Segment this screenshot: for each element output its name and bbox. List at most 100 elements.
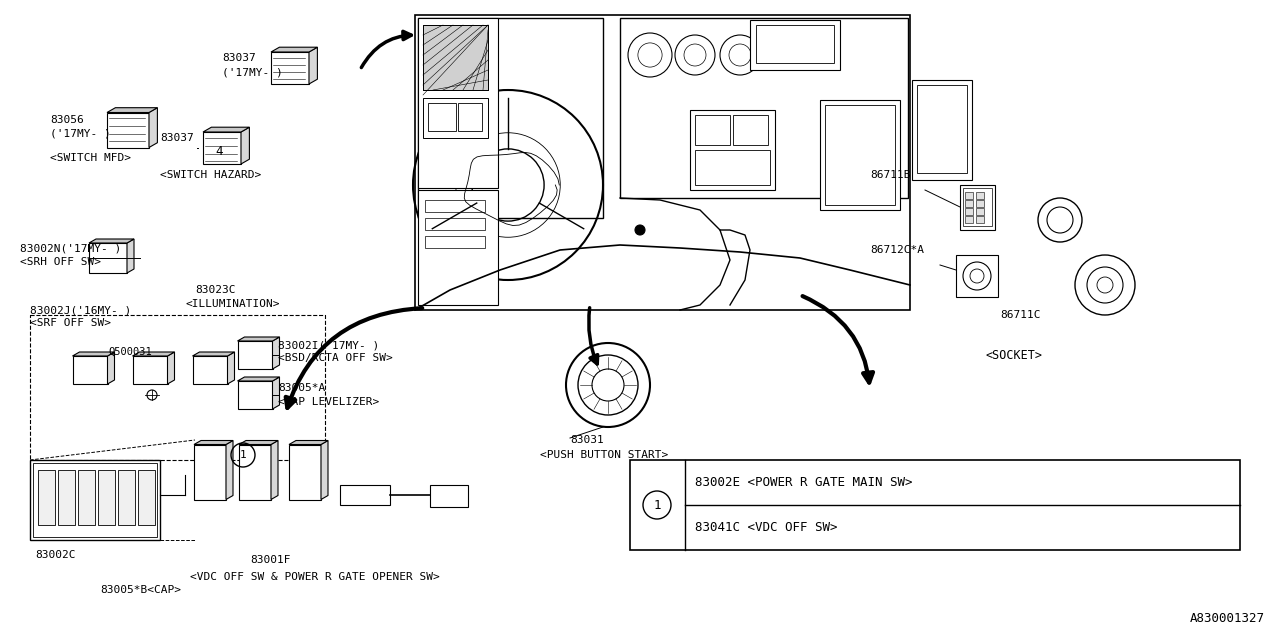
Polygon shape <box>227 440 233 499</box>
Bar <box>826 105 895 205</box>
Bar <box>977 208 984 215</box>
Text: <SOCKET>: <SOCKET> <box>986 349 1042 362</box>
Bar <box>425 236 485 248</box>
Bar <box>695 150 771 185</box>
Polygon shape <box>239 440 278 445</box>
Bar <box>430 485 468 507</box>
Polygon shape <box>308 47 317 84</box>
Text: <VDC OFF SW & POWER R GATE OPENER SW>: <VDC OFF SW & POWER R GATE OPENER SW> <box>189 572 440 582</box>
Bar <box>238 341 273 369</box>
Polygon shape <box>241 127 250 164</box>
Polygon shape <box>127 239 134 273</box>
Polygon shape <box>204 127 250 132</box>
Bar <box>204 132 241 164</box>
Bar <box>425 218 485 230</box>
Bar <box>33 463 157 537</box>
Bar <box>422 25 488 90</box>
Bar <box>195 445 227 499</box>
Bar <box>977 192 984 199</box>
Circle shape <box>635 225 645 235</box>
Bar <box>192 356 228 384</box>
Bar <box>90 243 127 273</box>
Text: 83005*B<CAP>: 83005*B<CAP> <box>100 585 180 595</box>
Polygon shape <box>73 352 114 356</box>
Text: 1: 1 <box>653 499 660 511</box>
Bar <box>960 185 995 230</box>
Text: Q500031: Q500031 <box>108 347 152 357</box>
Bar <box>630 460 1240 550</box>
Text: <SRF OFF SW>: <SRF OFF SW> <box>29 318 111 328</box>
Text: 83056: 83056 <box>50 115 83 125</box>
Bar <box>419 190 498 305</box>
Text: 83002C: 83002C <box>35 550 76 560</box>
Text: 83041C <VDC OFF SW>: 83041C <VDC OFF SW> <box>695 521 837 534</box>
Polygon shape <box>273 337 279 369</box>
Text: <SWITCH HAZARD>: <SWITCH HAZARD> <box>160 170 261 180</box>
Text: 83002I('17MY- ): 83002I('17MY- ) <box>278 340 379 350</box>
Bar <box>690 110 774 190</box>
Text: <PUSH BUTTON START>: <PUSH BUTTON START> <box>540 450 668 460</box>
Bar <box>422 25 488 90</box>
Text: <BSD/RCTA OFF SW>: <BSD/RCTA OFF SW> <box>278 353 393 363</box>
Bar <box>425 200 485 212</box>
Polygon shape <box>168 352 174 384</box>
Polygon shape <box>238 337 279 341</box>
Bar <box>911 80 972 180</box>
Bar <box>820 100 900 210</box>
Bar <box>289 445 321 499</box>
Bar <box>428 103 456 131</box>
Bar <box>29 460 160 540</box>
Text: <ILLUMINATION>: <ILLUMINATION> <box>186 299 279 309</box>
Bar <box>916 85 966 173</box>
Bar <box>977 200 984 207</box>
Polygon shape <box>108 108 157 113</box>
Polygon shape <box>228 352 234 384</box>
Bar <box>965 216 973 223</box>
Bar <box>695 115 730 145</box>
Polygon shape <box>289 440 328 445</box>
Text: 83005*A: 83005*A <box>278 383 325 393</box>
Text: 83002E <POWER R GATE MAIN SW>: 83002E <POWER R GATE MAIN SW> <box>695 476 913 489</box>
Bar <box>458 103 483 131</box>
Bar <box>29 315 325 460</box>
Bar <box>750 20 840 70</box>
Polygon shape <box>195 440 233 445</box>
Bar <box>956 255 998 297</box>
Polygon shape <box>238 377 279 381</box>
Bar <box>965 208 973 215</box>
Bar <box>108 113 148 147</box>
Text: <SWITCH MFD>: <SWITCH MFD> <box>50 153 131 163</box>
Bar <box>415 15 910 310</box>
Bar <box>977 216 984 223</box>
Text: <SRH OFF SW>: <SRH OFF SW> <box>20 257 101 267</box>
Bar <box>78 470 95 525</box>
Text: 83031: 83031 <box>570 435 604 445</box>
Polygon shape <box>271 47 317 52</box>
Polygon shape <box>321 440 328 499</box>
Text: 83002J('16MY- ): 83002J('16MY- ) <box>29 305 132 315</box>
Bar <box>620 18 908 198</box>
Text: 86711B: 86711B <box>870 170 910 180</box>
Text: 86711C: 86711C <box>1000 310 1041 320</box>
Bar <box>340 485 390 505</box>
Bar <box>733 115 768 145</box>
Bar <box>99 470 115 525</box>
Polygon shape <box>271 440 278 499</box>
Text: 1: 1 <box>239 450 246 460</box>
Text: 4: 4 <box>215 145 223 157</box>
Polygon shape <box>148 108 157 147</box>
Bar <box>756 25 835 63</box>
Text: 83023C: 83023C <box>195 285 236 295</box>
Bar <box>965 192 973 199</box>
Text: 86712C*A: 86712C*A <box>870 245 924 255</box>
Bar <box>38 470 55 525</box>
Bar <box>419 18 498 188</box>
Text: 83037: 83037 <box>160 133 193 143</box>
Bar <box>133 356 168 384</box>
Polygon shape <box>108 352 114 384</box>
Polygon shape <box>273 377 279 409</box>
Bar <box>422 98 488 138</box>
Text: 83037: 83037 <box>221 53 256 63</box>
Bar <box>58 470 76 525</box>
Bar <box>963 188 992 226</box>
